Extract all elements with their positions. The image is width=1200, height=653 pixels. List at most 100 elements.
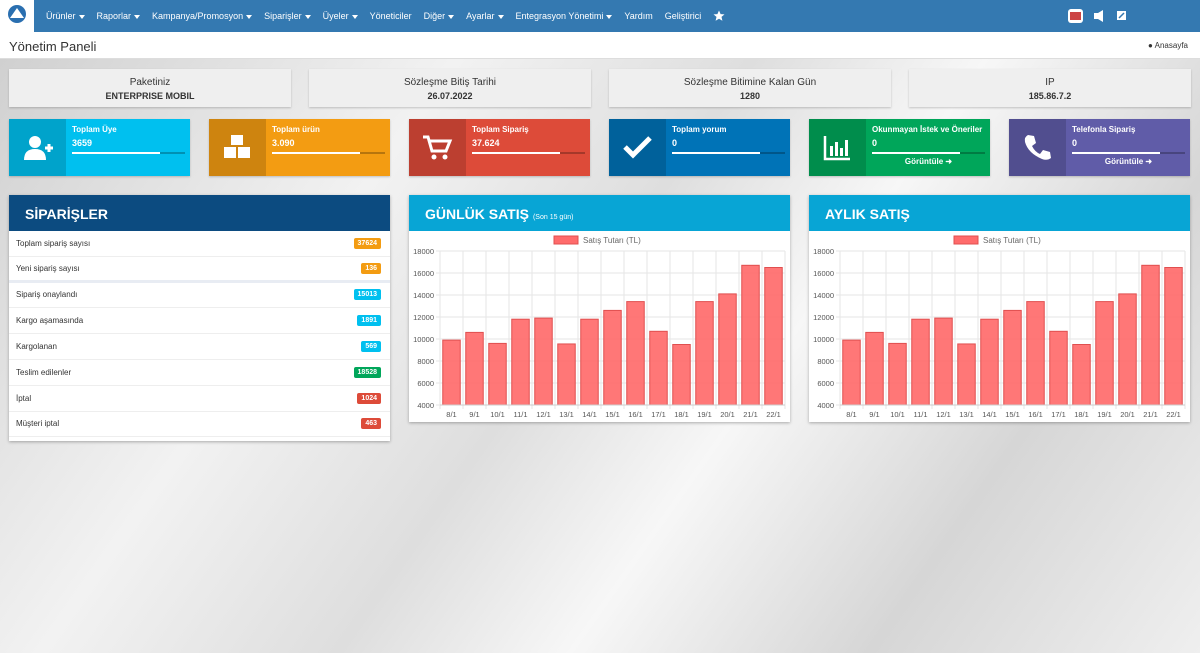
nav-item[interactable]: Ürünler (46, 11, 85, 21)
dropdown-caret[interactable] (246, 14, 253, 19)
dropdown-caret[interactable] (304, 14, 311, 19)
dropdown-caret[interactable] (78, 14, 85, 19)
dropdown-caret[interactable] (606, 14, 613, 19)
y-tick-label: 8000 (417, 357, 434, 366)
icon (1024, 135, 1051, 160)
info-value: 1280 (739, 91, 761, 101)
legend-label: Satış Tutarı (TL) (583, 236, 641, 245)
order-label: İptal (16, 393, 32, 403)
nav-item[interactable]: Diğer (424, 11, 455, 21)
order-row: Toplam sipariş sayısı 37624 (9, 231, 390, 257)
x-tick-label: 13/1 (959, 410, 974, 419)
chart-title: AYLIK SATIŞ (825, 206, 910, 222)
progress (672, 152, 785, 154)
x-tick-label: 11/1 (513, 410, 527, 419)
stat-icon (209, 119, 266, 176)
dropdown-caret[interactable] (448, 14, 455, 19)
stat-box: Toplam Sipariş 37.624 (409, 119, 590, 176)
x-tick-label: 9/1 (869, 410, 879, 419)
stat-value: 3659 (72, 138, 93, 148)
home-link[interactable]: ● Anasayfa (1148, 41, 1188, 50)
nav-label[interactable]: Raporlar (96, 11, 132, 21)
stat-icon (409, 119, 466, 176)
stat-value: 0 (1072, 138, 1078, 148)
icon (224, 135, 250, 158)
nav-label[interactable]: Siparişler (264, 11, 302, 21)
info-title: IP (1045, 77, 1055, 88)
nav-label[interactable]: Ayarlar (466, 11, 495, 21)
progress (872, 152, 985, 154)
bar (442, 339, 461, 406)
stat-value: 0 (672, 138, 678, 148)
nav-label[interactable]: Yardım (624, 11, 653, 21)
bar (1118, 293, 1137, 406)
bar (649, 330, 668, 406)
bar (1164, 267, 1183, 406)
nav-item[interactable]: Geliştirici (665, 11, 702, 21)
x-tick-label: 16/1 (628, 410, 643, 419)
nav-label[interactable]: Üyeler (322, 11, 349, 21)
bar (511, 318, 530, 406)
x-tick-label: 18/1 (674, 410, 689, 419)
bar (1049, 330, 1068, 406)
nav-label[interactable]: Entegrasyon Yönetimi (515, 11, 604, 21)
dropdown-caret[interactable] (134, 14, 141, 19)
nav-item[interactable]: Yardım (624, 11, 652, 21)
y-tick-label: 6000 (417, 379, 434, 388)
nav-label[interactable]: Ürünler (46, 11, 76, 21)
stat-box: Toplam Üye 3659 (9, 119, 190, 176)
view-link[interactable]: Görüntüle ➜ (872, 157, 985, 166)
order-count: 1891 (357, 315, 381, 327)
order-row: Yeni sipariş sayısı 136 (9, 257, 390, 283)
nav-item[interactable]: Raporlar (97, 11, 141, 21)
y-tick-label: 14000 (413, 291, 434, 300)
order-row: Kargo aşamasında 1891 (9, 308, 390, 335)
breadcrumb-bar: Yönetim Paneli ● Anasayfa (0, 32, 1200, 59)
arrow-icon[interactable]: ➜ (943, 157, 953, 166)
y-tick-label: 10000 (813, 335, 834, 344)
dropdown-caret[interactable] (497, 14, 504, 19)
progress (472, 152, 585, 154)
top-icons[interactable] (1066, 7, 1154, 25)
view-label[interactable]: Görüntüle (1104, 157, 1144, 166)
bar (603, 309, 622, 406)
logo[interactable] (0, 0, 34, 32)
nav-label[interactable]: Yöneticiler (369, 11, 412, 21)
chart-header: AYLIK SATIŞ (809, 195, 1190, 231)
bar (980, 318, 999, 406)
order-label: Müşteri iptal (16, 419, 60, 429)
nav-label[interactable]: Geliştirici (664, 11, 702, 21)
order-count: 1024 (357, 392, 381, 404)
favorites-icon[interactable] (713, 10, 725, 22)
x-tick-label: 11/1 (913, 410, 927, 419)
progress-fill (272, 152, 360, 154)
nav-item[interactable]: Entegrasyon Yönetimi (516, 11, 613, 21)
order-count: 136 (361, 262, 381, 274)
order-label: Yeni sipariş sayısı (16, 263, 80, 273)
stat-box: Telefonla Sipariş 0 Görüntüle ➜ (1009, 119, 1190, 176)
panel-title: SİPARİŞLER (9, 195, 390, 231)
nav-label[interactable]: Kampanya/Promosyon (152, 11, 244, 21)
order-label: Teslim edilenler (16, 367, 72, 377)
order-row: İptal 1024 (9, 386, 390, 412)
x-tick-label: 22/1 (1166, 410, 1181, 419)
y-tick-label: 8000 (817, 357, 834, 366)
order-count: 463 (361, 418, 381, 430)
view-link[interactable]: Görüntüle ➜ (1072, 157, 1185, 166)
page-title: Yönetim Paneli (9, 39, 97, 54)
nav-label[interactable]: Diğer (423, 11, 446, 21)
nav-item[interactable]: Yöneticiler (370, 11, 412, 21)
x-tick-label: 15/1 (605, 410, 620, 419)
dropdown-caret[interactable] (351, 14, 358, 19)
legend-swatch (553, 235, 579, 245)
home-label[interactable]: Anasayfa (1154, 41, 1188, 50)
view-label[interactable]: Görüntüle (904, 157, 944, 166)
arrow-icon[interactable]: ➜ (1143, 157, 1153, 166)
nav-item[interactable]: Üyeler (323, 11, 358, 21)
bar (534, 317, 553, 406)
nav-item[interactable]: Siparişler (264, 11, 311, 21)
nav-item[interactable]: Kampanya/Promosyon (152, 11, 253, 21)
x-tick-label: 8/1 (846, 410, 856, 419)
nav-item[interactable]: Ayarlar (466, 11, 504, 21)
